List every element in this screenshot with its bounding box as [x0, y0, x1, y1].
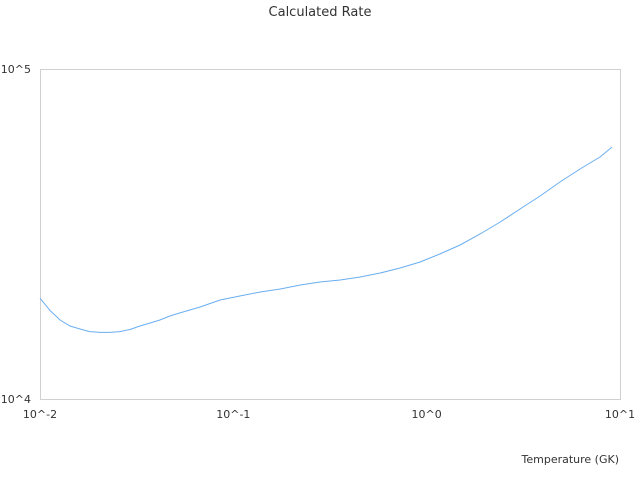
plot-area	[40, 69, 621, 400]
x-tick-label: 10^-1	[216, 408, 250, 421]
y-axis-ticks: 10^4 10^5	[1, 63, 31, 406]
series-line	[39, 146, 613, 333]
chart-title: Calculated Rate	[269, 5, 372, 20]
x-axis-label: Temperature (GK)	[521, 453, 620, 466]
x-tick-label: 10^0	[412, 408, 442, 421]
x-tick-label: 10^-2	[23, 408, 57, 421]
y-tick-label: 10^5	[1, 63, 31, 76]
y-tick-label: 10^4	[1, 393, 31, 406]
x-tick-label: 10^1	[605, 408, 635, 421]
x-axis-ticks: 10^-2 10^-1 10^0 10^1	[23, 408, 635, 421]
